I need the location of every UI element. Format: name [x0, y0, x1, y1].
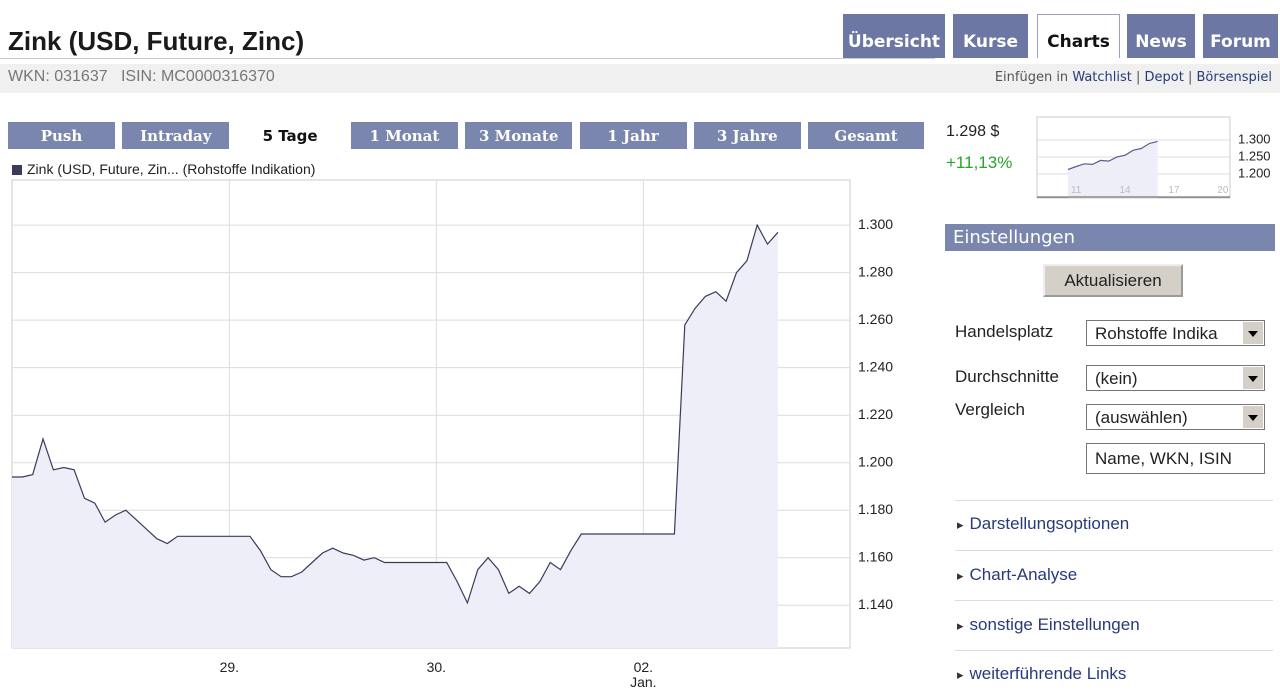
select-value: Rohstoffe Indika: [1095, 324, 1218, 343]
select[interactable]: (auswählen): [1086, 404, 1265, 430]
x-tick-label: 11: [1070, 185, 1082, 196]
separator: [955, 550, 1273, 551]
price: 1.298 $: [946, 123, 1000, 140]
search-input[interactable]: Name, WKN, ISIN: [1086, 443, 1265, 474]
y-tick-label: 1.300: [858, 216, 893, 232]
period-tab[interactable]: Push: [8, 122, 115, 149]
separator: [955, 650, 1273, 651]
legend-label: Zink (USD, Future, Zin... (Rohstoffe Ind…: [27, 161, 316, 177]
field-label: Handelsplatz: [955, 322, 1054, 341]
area: [1068, 141, 1158, 198]
period-tab[interactable]: Gesamt: [808, 122, 925, 149]
period-tab[interactable]: Intraday: [122, 122, 230, 149]
nav-tab[interactable]: Übersicht: [843, 14, 945, 58]
legend-swatch: [12, 165, 22, 175]
y-tick-label: 1.200: [858, 453, 893, 469]
period-tab[interactable]: 3 Jahre: [693, 122, 801, 149]
settings-link[interactable]: Chart-Analyse: [957, 565, 1078, 585]
y-tick-label: 1.140: [858, 596, 893, 612]
watchlist-bar: Einfügen in Watchlist | Depot | Börsensp…: [994, 70, 1272, 85]
select-value: (auswählen): [1095, 408, 1188, 427]
settings-link[interactable]: sonstige Einstellungen: [957, 615, 1140, 635]
x-tick-label: 20: [1217, 185, 1229, 196]
separator: [955, 600, 1273, 601]
period-tab[interactable]: 1 Jahr: [579, 122, 687, 149]
y-tick-label: 1.250: [1238, 148, 1271, 163]
refresh-button[interactable]: Aktualisieren: [1043, 264, 1183, 297]
identifiers: WKN: 031637 ISIN: MC0000316370: [8, 68, 275, 86]
settings-link[interactable]: weiterführende Links: [957, 664, 1127, 684]
nav-tab[interactable]: Forum: [1203, 14, 1278, 58]
y-tick-label: 1.280: [858, 263, 893, 279]
subheader-bar: [0, 64, 1280, 93]
line: [12, 223, 779, 605]
nav-tab[interactable]: News: [1127, 14, 1195, 58]
select[interactable]: Rohstoffe Indika: [1086, 320, 1265, 346]
period-tab[interactable]: 1 Monat: [350, 122, 458, 149]
x-tick-label: 17: [1168, 185, 1180, 196]
y-tick-label: 1.260: [858, 311, 893, 327]
page-title: Zink (USD, Future, Zinc): [8, 26, 305, 56]
separator: [955, 500, 1273, 501]
change: +11,13%: [946, 153, 1013, 172]
y-tick-label: 1.240: [858, 358, 893, 374]
link[interactable]: Depot: [1144, 70, 1184, 85]
isin: ISIN: MC0000316370: [120, 68, 275, 85]
y-tick-label: 1.180: [858, 501, 893, 517]
x-tick-label: 14: [1119, 185, 1131, 196]
link[interactable]: Börsenspiel: [1196, 70, 1272, 85]
nav-tab[interactable]: Charts: [1037, 14, 1120, 58]
y-tick-label: 1.220: [858, 406, 893, 422]
panel-header: Einstellungen: [945, 224, 1275, 251]
period-tab[interactable]: 5 Tage: [236, 122, 344, 149]
settings-link[interactable]: Darstellungsoptionen: [957, 514, 1130, 534]
header-rule: [0, 58, 935, 59]
x-tick-label: 30.: [426, 659, 447, 675]
y-tick-label: 1.160: [858, 548, 893, 564]
line: [1067, 140, 1158, 171]
x-tick-label: 29.: [219, 659, 240, 675]
insert-label: Einfügen in: [994, 70, 1069, 85]
area: [12, 225, 778, 648]
nav-tab[interactable]: Kurse: [953, 14, 1028, 58]
x-tick-label: 02. Jan.: [630, 659, 657, 690]
period-tab[interactable]: 3 Monate: [465, 122, 573, 149]
wkn: WKN: 031637: [8, 68, 108, 85]
field-label: Durchschnitte: [955, 367, 1059, 386]
select[interactable]: (kein): [1086, 365, 1265, 391]
field-label: Vergleich: [955, 400, 1025, 419]
y-tick-label: 1.200: [1238, 165, 1271, 180]
select-value: (kein): [1095, 369, 1138, 388]
y-tick-label: 1.300: [1238, 131, 1271, 146]
link[interactable]: Watchlist: [1072, 70, 1132, 85]
